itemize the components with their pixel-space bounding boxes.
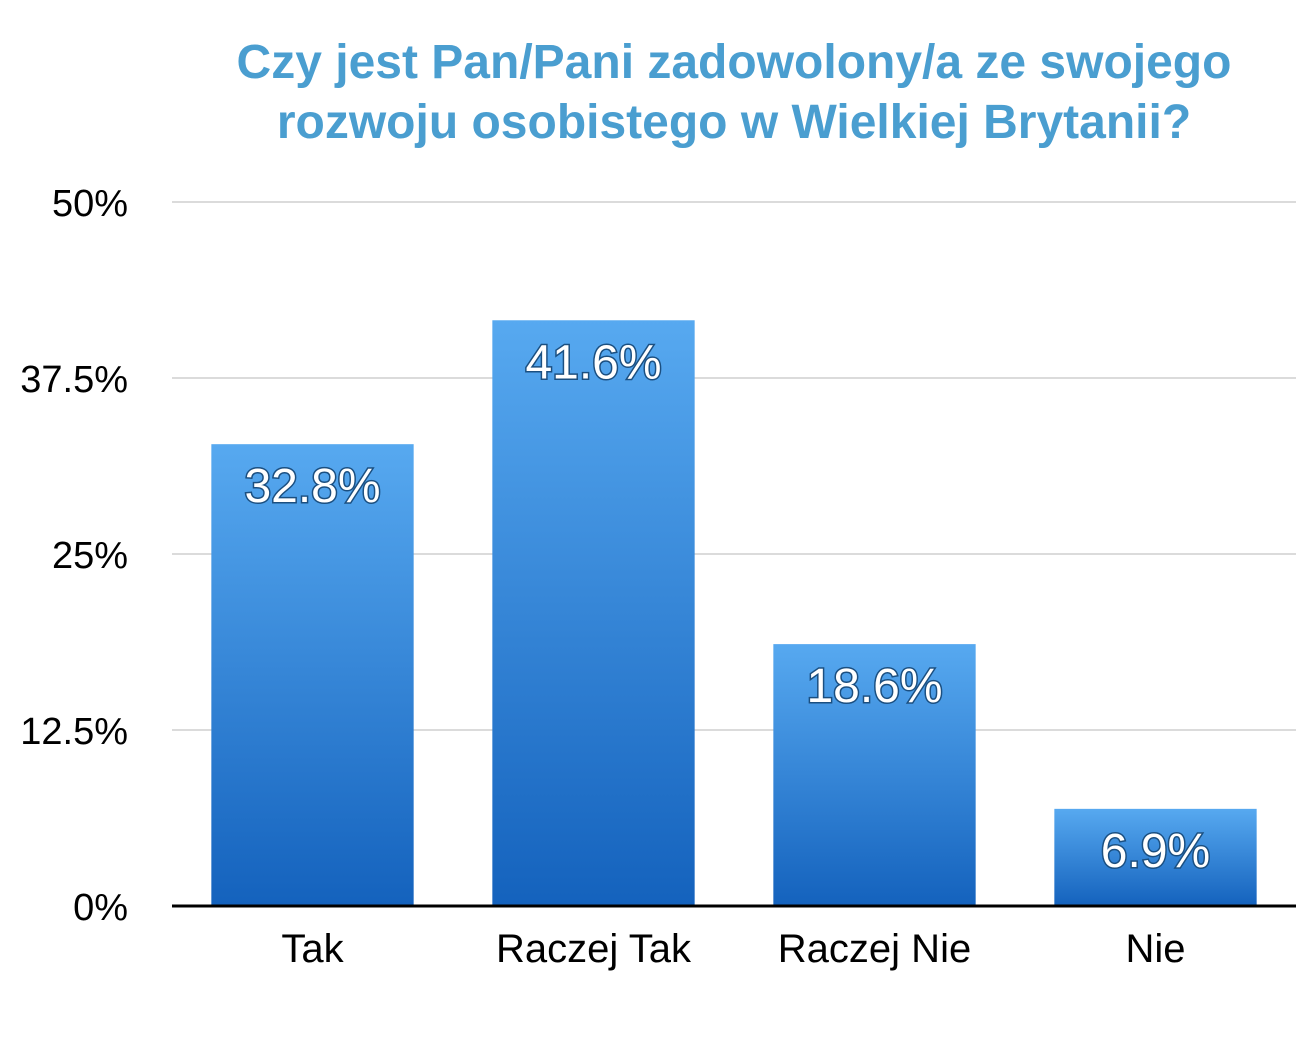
bars: 32.8% 41.6% 18.6% 6.9% [211, 320, 1257, 907]
bar [773, 644, 976, 906]
bar [492, 320, 695, 907]
y-tick-label: 25% [52, 535, 128, 577]
y-tick-label: 50% [52, 183, 128, 225]
bar [211, 444, 414, 906]
bar [1054, 808, 1257, 906]
x-axis: Tak Raczej Tak Raczej Nie Nie [281, 927, 1185, 971]
chart-title-line-1: Czy jest Pan/Pani zadowolony/a ze swojeg… [237, 36, 1232, 89]
data-label: 18.6% [806, 660, 942, 713]
y-tick-label: 37.5% [20, 359, 128, 401]
y-tick-label: 12.5% [20, 711, 128, 753]
x-tick-label: Raczej Tak [496, 927, 692, 971]
x-tick-label: Tak [281, 927, 344, 971]
data-label: 32.8% [244, 460, 380, 513]
chart-title-line-2: rozwoju osobistego w Wielkiej Brytanii? [277, 96, 1191, 149]
y-axis: 0% 12.5% 25% 37.5% 50% [20, 183, 128, 929]
x-tick-label: Nie [1125, 927, 1185, 971]
data-label: 6.9% [1101, 825, 1210, 878]
y-tick-label: 0% [73, 887, 128, 929]
x-tick-label: Raczej Nie [778, 927, 971, 971]
data-label: 41.6% [525, 336, 661, 389]
